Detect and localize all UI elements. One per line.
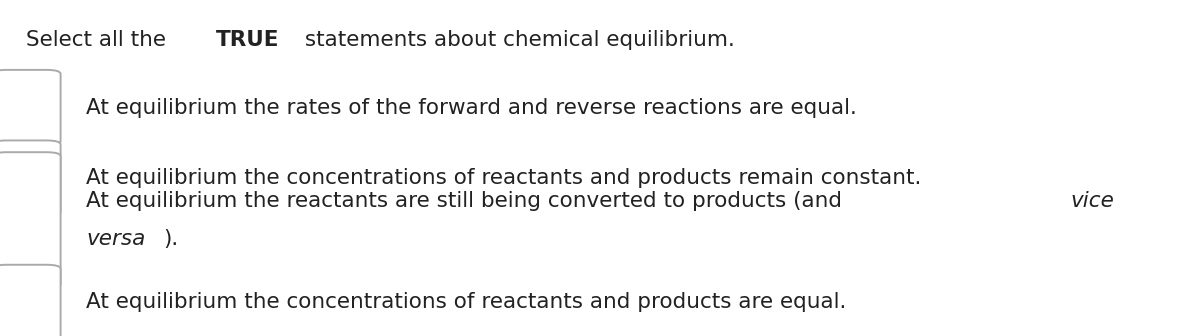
Text: TRUE: TRUE [216,30,280,50]
Text: vice: vice [1070,191,1115,211]
Text: At equilibrium the rates of the forward and reverse reactions are equal.: At equilibrium the rates of the forward … [86,97,857,118]
Text: versa: versa [86,229,145,249]
Text: At equilibrium the concentrations of reactants and products are equal.: At equilibrium the concentrations of rea… [86,292,847,312]
Text: ).: ). [163,229,178,249]
Text: At equilibrium the reactants are still being converted to products (and: At equilibrium the reactants are still b… [86,191,850,211]
FancyBboxPatch shape [0,140,60,216]
Text: Select all the: Select all the [26,30,173,50]
FancyBboxPatch shape [0,265,60,336]
FancyBboxPatch shape [0,70,60,145]
FancyBboxPatch shape [0,152,60,288]
Text: At equilibrium the concentrations of reactants and products remain constant.: At equilibrium the concentrations of rea… [86,168,922,188]
Text: statements about chemical equilibrium.: statements about chemical equilibrium. [298,30,734,50]
